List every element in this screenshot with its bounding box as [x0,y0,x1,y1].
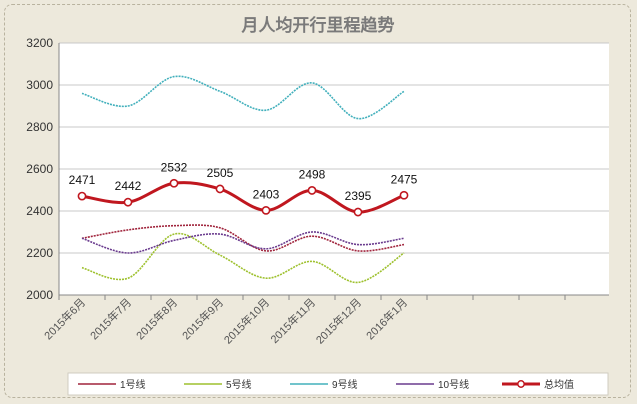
y-tick-label: 3000 [26,78,53,92]
chart-title: 月人均开行里程趋势 [241,15,395,35]
data-labels: 2471 2442 2532 2505 2403 2498 2395 2475 [69,160,418,203]
data-label: 2471 [69,173,96,187]
x-tick-label: 2015年9月 [179,295,226,342]
y-tick-label: 2400 [26,204,53,218]
data-point-marker [77,191,87,201]
x-tick-label: 2015年11月 [267,295,318,346]
data-point-marker [399,190,409,200]
legend-label-4: 10号线 [438,378,469,391]
data-point-marker [215,184,225,194]
legend-label-5: 总均值 [544,378,574,391]
y-tick-label: 3200 [26,36,53,50]
y-tick-label: 2600 [26,162,53,176]
chart-frame [4,4,631,398]
x-tick-label: 2015年6月 [41,295,88,342]
data-point-marker [169,178,179,188]
data-label: 2498 [299,167,326,181]
x-tick-label: 2015年8月 [133,295,180,342]
data-point-marker [123,197,133,207]
series-line-2 [81,232,405,284]
data-label: 2505 [207,166,234,180]
x-tick-label: 2015年12月 [313,295,364,346]
legend-label-2: 5号线 [226,378,252,391]
series-group [77,75,409,284]
legend-label-1: 1号线 [120,378,146,391]
x-tick-label: 2015年7月 [87,295,134,342]
x-tick-label: 2015年10月 [221,295,272,346]
x-axis: 2015年6月 2015年7月 2015年8月 2015年9月2015年10月2015… [41,294,609,347]
x-tick-label: 2016年1月 [363,295,410,342]
y-tick-label: 2200 [26,246,53,260]
legend: 1号线 5号线 9号线 10号线 总均值 [67,372,609,396]
data-label: 2442 [115,179,142,193]
y-tick-label: 2000 [26,288,53,302]
series-line-3 [81,75,405,120]
data-label: 2532 [161,160,188,174]
data-label: 2395 [345,189,372,203]
legend-box [67,372,609,396]
series-line-4 [81,231,405,254]
data-point-marker [353,207,363,217]
legend-marker [517,380,525,388]
data-point-marker [307,186,317,195]
data-point-marker [261,205,271,215]
series-line-1 [81,224,405,252]
data-label: 2403 [253,187,280,201]
y-tick-label: 2800 [26,120,53,134]
y-axis: 2000 2200 2400 2600 2800 3000 3200 [26,36,60,302]
data-label: 2475 [391,172,418,186]
legend-label-3: 9号线 [332,378,358,391]
